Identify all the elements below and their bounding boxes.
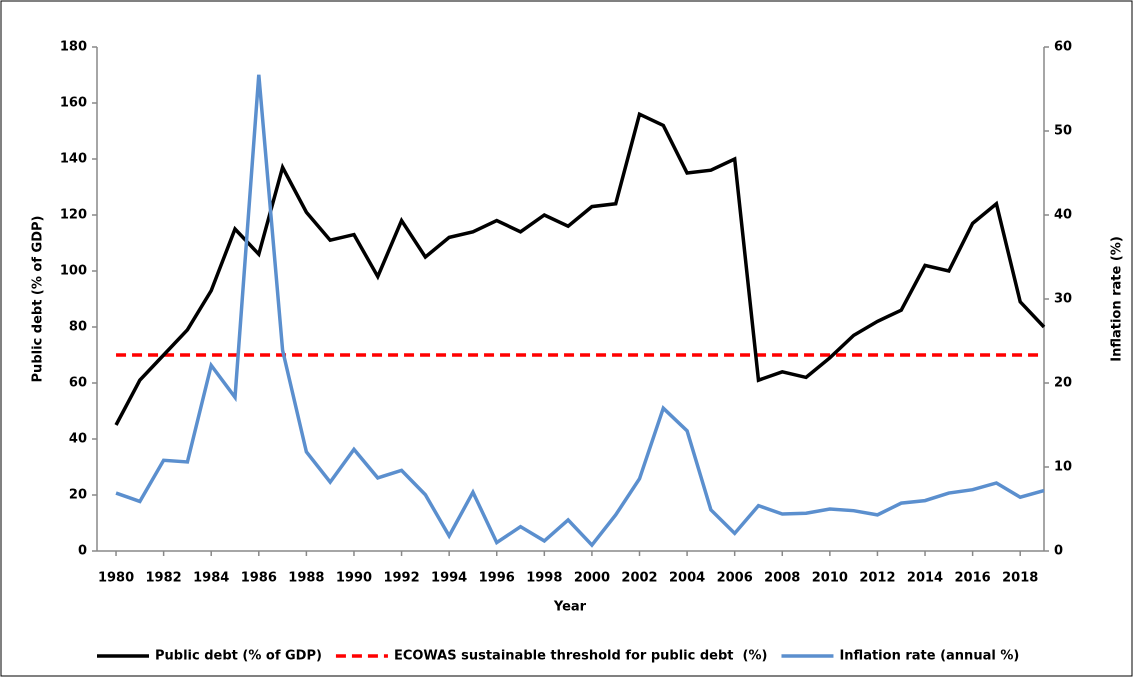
y-tick-label: 0 bbox=[78, 544, 87, 559]
legend-label: Inflation rate (annual %) bbox=[839, 649, 1019, 664]
x-tick-label: 2014 bbox=[907, 571, 943, 586]
x-tick-label: 1984 bbox=[193, 571, 229, 586]
y-tick-label: 20 bbox=[69, 488, 87, 503]
y-axis-title: Public debt (% of GDP) bbox=[31, 216, 46, 383]
y2-tick-label: 50 bbox=[1054, 124, 1072, 139]
x-tick-label: 2008 bbox=[764, 571, 800, 586]
x-tick-label: 1992 bbox=[383, 571, 419, 586]
y2-tick-label: 20 bbox=[1054, 376, 1072, 391]
y-tick-label: 80 bbox=[69, 320, 87, 335]
y2-tick-label: 30 bbox=[1054, 292, 1072, 307]
x-tick-label: 1980 bbox=[98, 571, 134, 586]
y-tick-label: 40 bbox=[69, 432, 87, 447]
x-axis-title: Year bbox=[553, 600, 587, 615]
x-tick-label: 2018 bbox=[1002, 571, 1038, 586]
x-tick-label: 2004 bbox=[669, 571, 705, 586]
x-tick-label: 1986 bbox=[241, 571, 277, 586]
y-tick-label: 60 bbox=[69, 376, 87, 391]
y-tick-label: 180 bbox=[60, 40, 87, 55]
x-tick-label: 2006 bbox=[717, 571, 753, 586]
x-tick-label: 1994 bbox=[431, 571, 467, 586]
y2-tick-label: 60 bbox=[1054, 40, 1072, 55]
x-tick-label: 1988 bbox=[288, 571, 324, 586]
series-line bbox=[115, 74, 1045, 548]
x-tick-label: 1996 bbox=[479, 571, 515, 586]
x-tick-label: 1990 bbox=[336, 571, 372, 586]
x-tick-label: 2010 bbox=[812, 571, 848, 586]
x-tick-label: 1998 bbox=[526, 571, 562, 586]
legend-label: ECOWAS sustainable threshold for public … bbox=[394, 649, 768, 664]
y-tick-label: 140 bbox=[60, 152, 87, 167]
x-tick-label: 2002 bbox=[621, 571, 657, 586]
x-tick-label: 2012 bbox=[859, 571, 895, 586]
y2-tick-label: 10 bbox=[1054, 460, 1072, 475]
y-tick-label: 160 bbox=[60, 96, 87, 111]
x-tick-label: 2000 bbox=[574, 571, 610, 586]
x-tick-label: 2016 bbox=[955, 571, 991, 586]
y-tick-label: 100 bbox=[60, 264, 87, 279]
y-tick-label: 120 bbox=[60, 208, 87, 223]
legend-label: Public debt (% of GDP) bbox=[155, 649, 322, 664]
y2-tick-label: 40 bbox=[1054, 208, 1072, 223]
x-tick-label: 1982 bbox=[146, 571, 182, 586]
y2-tick-label: 0 bbox=[1054, 544, 1063, 559]
y2-axis-title: Inflation rate (%) bbox=[1110, 236, 1125, 362]
